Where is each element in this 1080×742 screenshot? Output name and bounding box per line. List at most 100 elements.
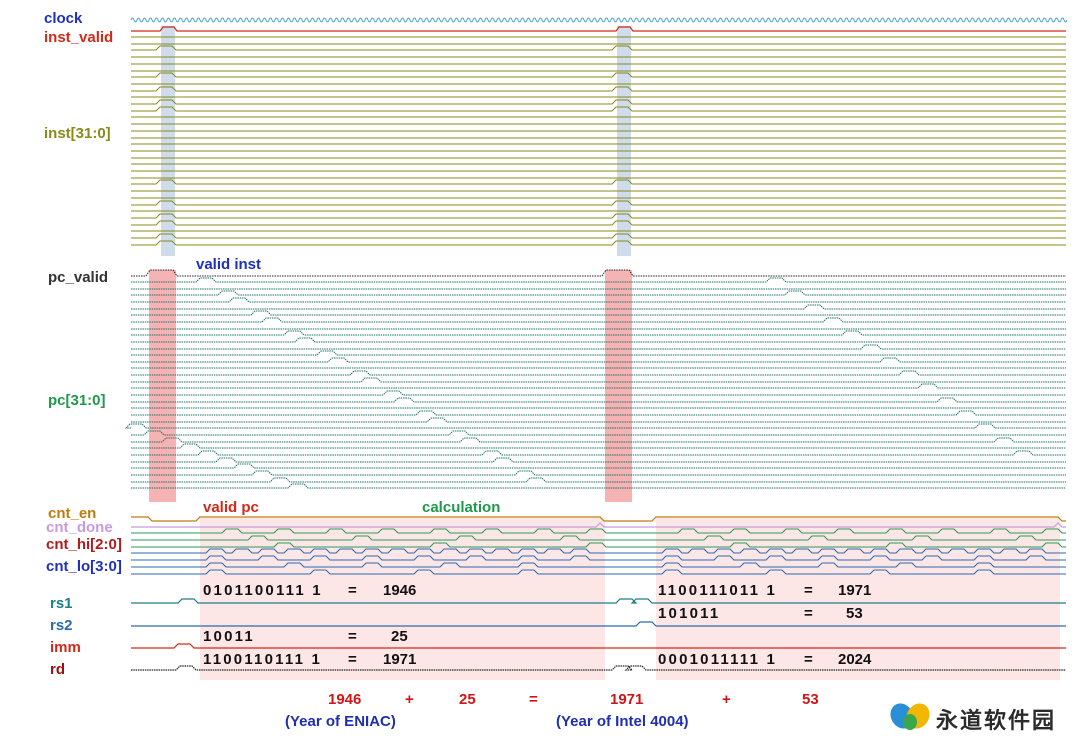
annotation-valid-inst: valid inst [196, 256, 262, 273]
cnt-hi-bit-trace [131, 528, 1066, 534]
equation-term-1946: 1946 [328, 691, 362, 708]
imm-value-bits-1: 10011 [203, 628, 255, 645]
cnt-lo-bit-trace [131, 569, 1066, 575]
signal-label-rs2: rs2 [50, 617, 73, 634]
rs1-value-bits-2: 1100111011 1 [658, 582, 778, 599]
cnt-lo-bit-trace [131, 548, 1066, 554]
inst-bit-trace [131, 240, 1066, 246]
pc-valid-highlight-1 [149, 270, 176, 502]
equation-term-1971: 1971 [610, 691, 644, 708]
pc-bit-trace [131, 437, 1066, 443]
pc-bit-trace [131, 410, 1066, 416]
caption-year-of-intel-4004: (Year of Intel 4004) [556, 713, 689, 730]
pc-valid-highlight-2 [605, 270, 632, 502]
inst-bit-trace [131, 99, 1066, 105]
pc-bit-trace [131, 463, 1066, 469]
signal-label-rd: rd [50, 661, 65, 678]
caption-year-of-eniac: (Year of ENIAC) [285, 713, 396, 730]
rd-value-bits-2: 0001011111 1 [658, 651, 778, 668]
pc-bit-trace [131, 450, 1066, 456]
pc-bit-trace [124, 423, 1066, 429]
rd-trace [131, 665, 1066, 671]
pc-bit-trace [131, 430, 1066, 436]
inst-bit-trace [131, 86, 1066, 92]
rs2-trace [131, 621, 1066, 627]
inst-bit-trace [131, 233, 1066, 239]
rd-value-dec-1: 1971 [383, 651, 417, 668]
equation-plus-2: + [722, 691, 731, 708]
pc-bit-trace [131, 477, 1066, 483]
highlight-regions [149, 26, 1060, 680]
cnt-hi-bit-trace [131, 542, 1066, 548]
equation-equals: = [529, 691, 538, 708]
signal-label-cnt-en: cnt_en [48, 505, 97, 522]
annotation-valid-pc: valid pc [203, 499, 259, 516]
rd-value-eq-1: = [348, 651, 357, 668]
pc-bit-trace [131, 370, 1066, 376]
signal-label-cnt-lo: cnt_lo[3:0] [46, 558, 122, 575]
inst-valid-trace [131, 26, 1066, 32]
rs2-value-dec-2: 53 [846, 605, 863, 622]
pc-bit-trace [131, 457, 1066, 463]
cnt-lo-bit-trace [131, 562, 1066, 568]
cnt-done-trace [131, 522, 1066, 528]
pc-valid-trace [131, 269, 1066, 277]
imm-trace [131, 643, 1066, 649]
rs1-value-eq-2: = [804, 582, 813, 599]
inst-bit-trace [131, 179, 1066, 185]
inst-bit-trace [131, 45, 1066, 51]
cnt-hi-bit-trace [131, 535, 1066, 541]
pc-bit-trace [131, 330, 1066, 336]
rd-value-bits-1: 1100110111 1 [203, 651, 323, 668]
pc-bit-trace [131, 304, 1066, 310]
signal-label-cnt-hi: cnt_hi[2:0] [46, 536, 122, 553]
waveform-traces [124, 17, 1068, 671]
pc-bit-trace [131, 417, 1066, 423]
inst-bit-trace [131, 72, 1066, 78]
signal-label-inst: inst[31:0] [44, 125, 111, 142]
pc-bit-trace [131, 483, 1066, 489]
pc-bit-trace [131, 470, 1066, 476]
rd-value-eq-2: = [804, 651, 813, 668]
rs1-value-eq-1: = [348, 582, 357, 599]
rs1-value-bits-1: 0101100111 1 [203, 582, 323, 599]
cnt-lo-bit-trace [131, 555, 1066, 561]
signal-label-imm: imm [50, 639, 81, 656]
annotation-calculation: calculation [422, 499, 501, 516]
pc-bit-trace [131, 377, 1066, 383]
pc-bit-trace [131, 277, 1066, 283]
imm-value-dec-1: 25 [391, 628, 408, 645]
pc-bit-trace [131, 383, 1066, 389]
calculation-highlight-1 [200, 518, 605, 680]
inst-bit-trace [131, 213, 1066, 219]
cnt-en-trace [131, 516, 1066, 522]
pc-bit-trace [131, 297, 1066, 303]
pc-bit-trace [131, 397, 1066, 403]
equation-term-25: 25 [459, 691, 476, 708]
pc-bit-trace [131, 290, 1066, 296]
pc-bit-trace [131, 357, 1066, 363]
rs2-value-bits-2: 101011 [658, 605, 721, 622]
inst-bit-trace [131, 106, 1066, 112]
pc-bit-trace [131, 337, 1066, 343]
rs1-value-dec-1: 1946 [383, 582, 417, 599]
rs1-trace [131, 598, 1066, 604]
signal-label-rs1: rs1 [50, 595, 73, 612]
clock-trace [130, 17, 1068, 23]
watermark-logo [890, 703, 930, 730]
pc-bit-trace [131, 350, 1066, 356]
pc-bit-trace [131, 317, 1066, 323]
pc-bit-trace [131, 390, 1066, 396]
rd-value-dec-2: 2024 [838, 651, 872, 668]
pc-bit-trace [131, 443, 1066, 449]
rs2-value-eq-2: = [804, 605, 813, 622]
calculation-highlight-2 [656, 518, 1060, 680]
signal-label-pc-valid: pc_valid [48, 269, 109, 286]
pc-bit-trace [131, 310, 1066, 316]
inst-bit-trace [131, 220, 1066, 226]
signal-label-inst-valid: inst_valid [44, 29, 114, 46]
inst-bit-trace [131, 200, 1066, 206]
watermark-text: 永道软件园 [936, 708, 1057, 734]
signal-label-clock: clock [44, 10, 83, 27]
